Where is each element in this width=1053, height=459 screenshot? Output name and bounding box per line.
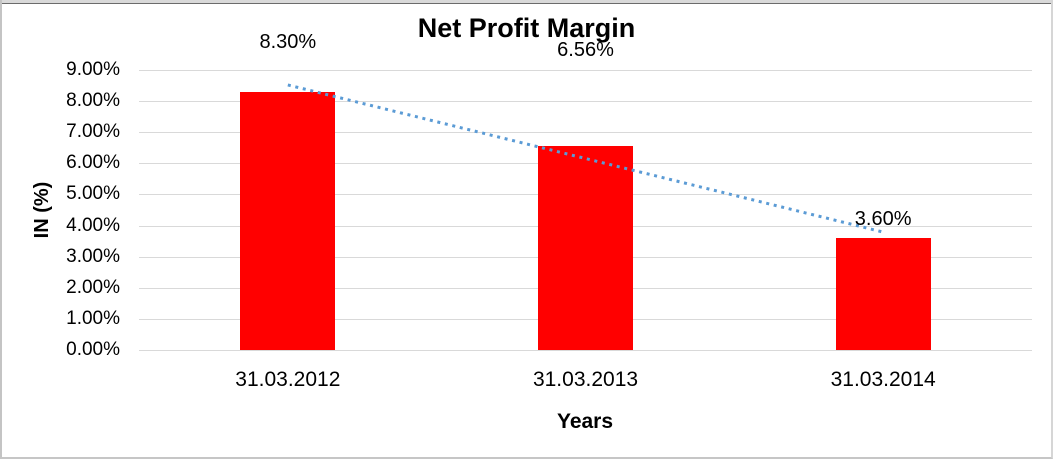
data-label: 6.56% bbox=[557, 39, 614, 61]
y-axis-tick-label: 1.00% bbox=[66, 307, 120, 329]
y-axis-tick-label: 9.00% bbox=[66, 59, 120, 80]
bar-31.03.2014 bbox=[835, 238, 931, 350]
y-axis-tick-label: 7.00% bbox=[66, 121, 120, 143]
gridline bbox=[139, 350, 1032, 351]
x-axis-title: Years bbox=[556, 410, 614, 433]
y-axis-tick-label: 2.00% bbox=[66, 276, 120, 298]
y-axis-tick-label: 6.00% bbox=[66, 152, 120, 174]
bar-31.03.2013 bbox=[538, 145, 633, 350]
x-axis-label: 31.03.2012 bbox=[235, 368, 341, 391]
bar-31.03.2012 bbox=[240, 91, 336, 350]
top-border bbox=[2, 0, 1051, 4]
data-label: 3.60% bbox=[854, 208, 912, 230]
y-axis-tick-label: 4.00% bbox=[66, 214, 120, 236]
plot-area bbox=[139, 70, 1032, 351]
x-axis-label: 31.03.2013 bbox=[532, 368, 639, 391]
y-axis-tick-label: 5.00% bbox=[66, 183, 120, 205]
data-label: 8.30% bbox=[259, 31, 317, 53]
chart-title: Net Profit Margin bbox=[417, 13, 636, 43]
y-axis-tick-label: 8.00% bbox=[66, 90, 120, 112]
y-axis-tick-label: 0.00% bbox=[66, 339, 120, 360]
gridline bbox=[139, 70, 1032, 71]
x-axis-label: 31.03.2014 bbox=[830, 368, 936, 391]
y-axis-tick-label: 3.00% bbox=[66, 245, 120, 267]
